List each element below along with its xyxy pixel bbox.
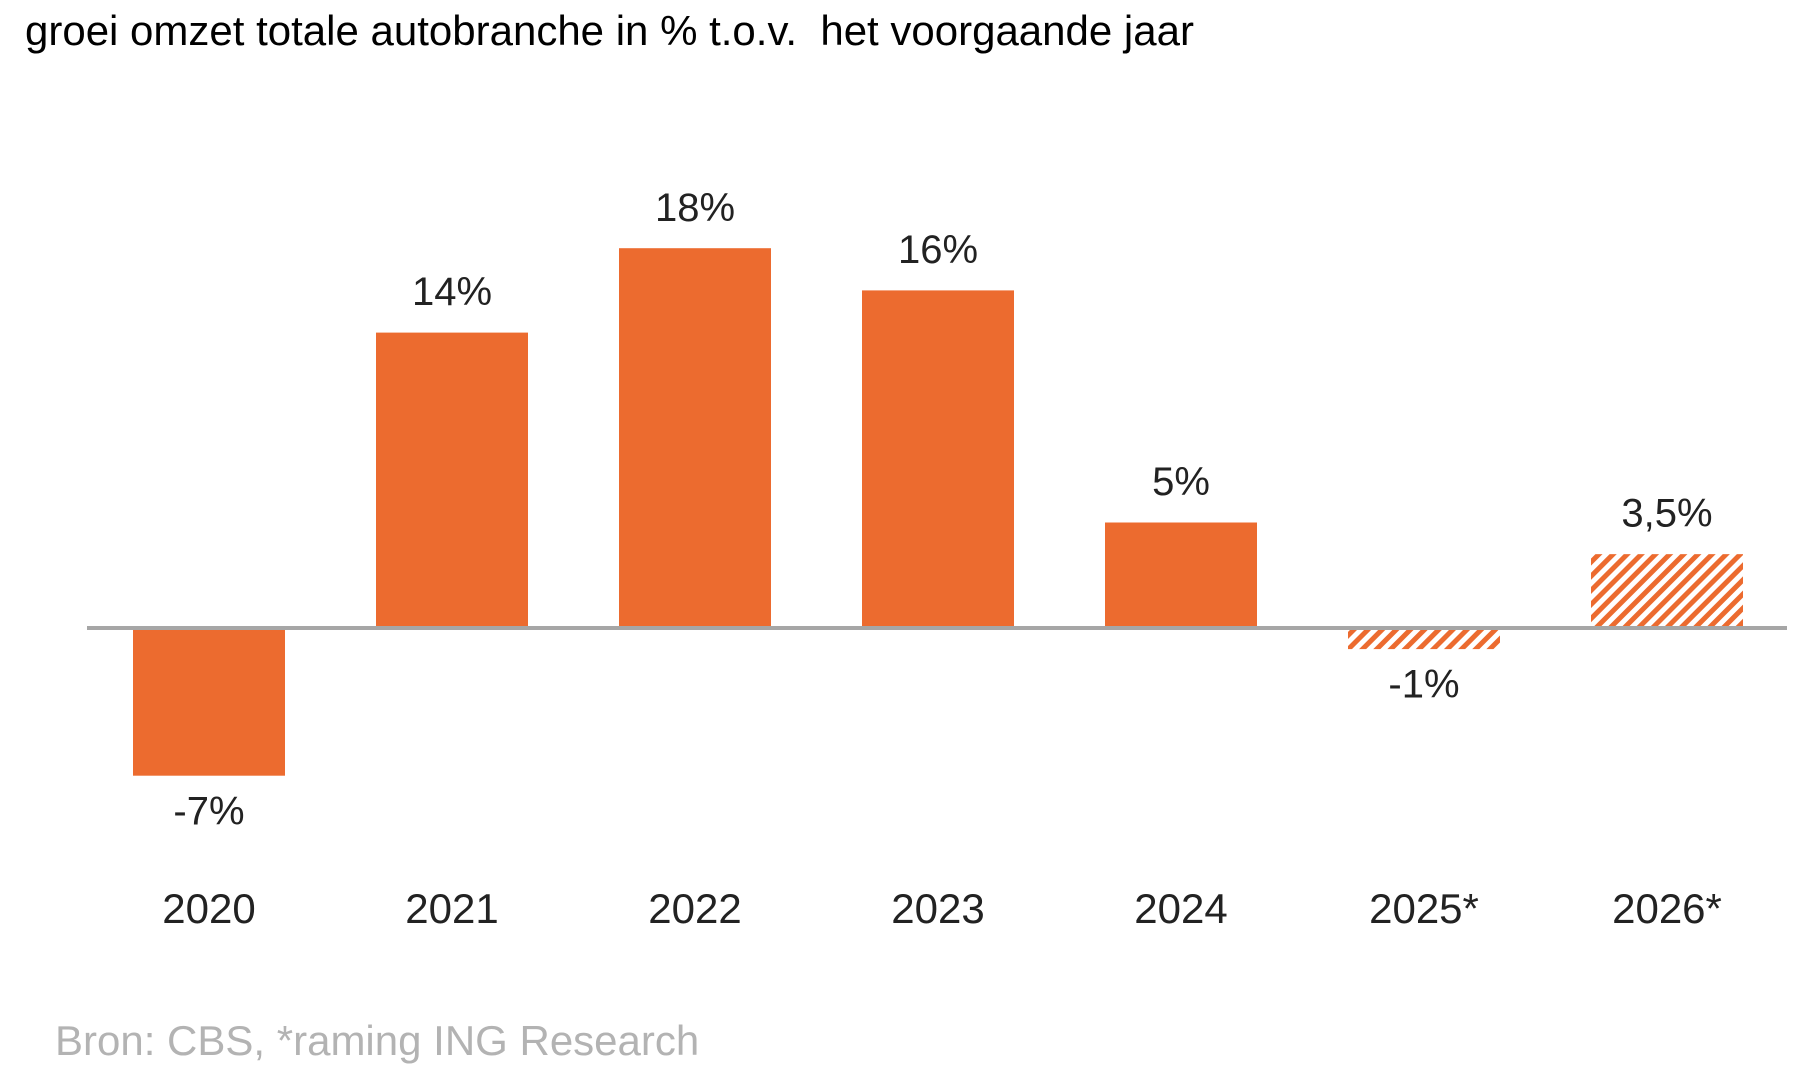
data-label: -7% <box>173 789 244 833</box>
data-label: 18% <box>655 186 735 230</box>
x-tick-label: 2023 <box>891 885 984 932</box>
x-tick-label: 2024 <box>1134 885 1227 932</box>
bar <box>1105 522 1257 628</box>
data-label: 3,5% <box>1621 492 1712 536</box>
x-tick-label: 2022 <box>648 885 741 932</box>
data-label: 14% <box>412 270 492 314</box>
x-tick-label: 2026* <box>1612 885 1722 932</box>
data-label: 5% <box>1152 460 1210 504</box>
x-tick-label: 2025* <box>1369 885 1479 932</box>
source-note: Bron: CBS, *raming ING Research <box>55 1017 699 1064</box>
bar <box>376 332 528 628</box>
data-label: 16% <box>898 228 978 272</box>
bar <box>619 248 771 628</box>
bar <box>1591 554 1743 628</box>
bar <box>1348 628 1500 650</box>
x-tick-label: 2020 <box>162 885 255 932</box>
data-label: -1% <box>1388 663 1459 707</box>
chart-title: groei omzet totale autobranche in % t.o.… <box>25 7 1194 54</box>
x-tick-label: 2021 <box>405 885 498 932</box>
bar <box>133 628 285 776</box>
bar <box>862 290 1014 628</box>
